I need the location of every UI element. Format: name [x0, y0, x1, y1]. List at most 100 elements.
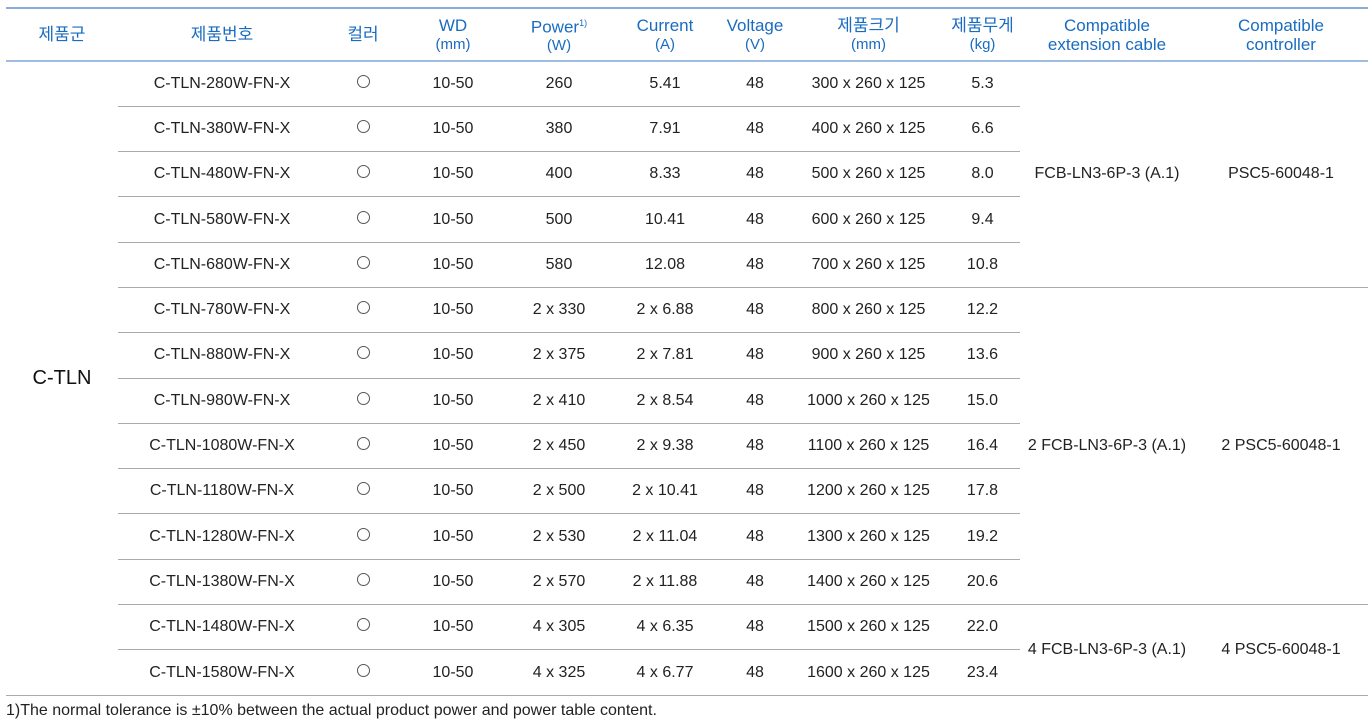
cell-size: 500 x 260 x 125 — [792, 151, 945, 198]
cell-weight: 13.6 — [945, 332, 1020, 379]
cell-size: 600 x 260 x 125 — [792, 196, 945, 243]
cell-weight: 6.6 — [945, 106, 1020, 153]
cell-power: 400 — [506, 151, 612, 198]
cell-color — [326, 649, 400, 696]
white-circle-icon — [356, 119, 370, 133]
cell-product-no: C-TLN-1580W-FN-X — [118, 649, 326, 696]
white-circle-icon — [356, 74, 370, 88]
cell-voltage: 48 — [718, 196, 792, 243]
cell-product-no: C-TLN-580W-FN-X — [118, 196, 326, 243]
header-power: Power1) (W) — [530, 17, 588, 55]
cell-current: 2 x 11.88 — [612, 559, 718, 606]
table-header: 제품군 제품번호 컬러 WD (mm) Power1) (W) Current (A)… — [6, 8, 1368, 61]
cell-power: 2 x 410 — [506, 378, 612, 424]
cell-product-no: C-TLN-980W-FN-X — [118, 378, 326, 424]
white-circle-icon — [356, 165, 370, 179]
table-row: C-TLN-1380W-FN-X 10-50 2 x 570 2 x 11.88 48 1… — [6, 559, 1368, 606]
white-circle-icon — [356, 663, 370, 677]
table-row: C-TLN-580W-FN-X 10-50 500 10.41 48 600 x 260 … — [6, 196, 1368, 243]
cell-current: 4 x 6.77 — [612, 649, 718, 696]
cell-size: 1300 x 260 x 125 — [792, 513, 945, 560]
product-spec-table: 제품군 제품번호 컬러 WD (mm) Power1) (W) Current (A)… — [6, 7, 1368, 696]
cell-wd: 10-50 — [400, 106, 506, 153]
footnote: 1)The normal tolerance is ±10% between t… — [6, 702, 657, 719]
cell-wd: 10-50 — [400, 242, 506, 288]
cell-power: 260 — [506, 61, 612, 107]
cell-weight: 15.0 — [945, 378, 1020, 424]
header-cable: Compatible extension cable — [1047, 15, 1167, 54]
cell-color — [326, 151, 400, 198]
cell-power: 580 — [506, 242, 612, 288]
cell-wd: 10-50 — [400, 423, 506, 470]
cell-product-no: C-TLN-1380W-FN-X — [118, 559, 326, 606]
cell-size: 1500 x 260 x 125 — [792, 604, 945, 651]
table-row: C-TLN-1180W-FN-X 10-50 2 x 500 2 x 10.41 48 1… — [6, 468, 1368, 515]
cell-color — [326, 378, 400, 424]
cell-color — [326, 287, 400, 334]
cell-current: 2 x 8.54 — [612, 378, 718, 424]
white-circle-icon — [356, 210, 370, 224]
cell-weight: 16.4 — [945, 423, 1020, 470]
cell-voltage: 48 — [718, 151, 792, 198]
cell-size: 800 x 260 x 125 — [792, 287, 945, 334]
cell-current: 2 x 6.88 — [612, 287, 718, 334]
header-voltage: Voltage (V) — [726, 15, 784, 53]
cell-color — [326, 604, 400, 651]
table-row: C-TLN-780W-FN-X 10-50 2 x 330 2 x 6.88 48 800… — [6, 287, 1368, 606]
cell-weight: 8.0 — [945, 151, 1020, 198]
cell-compatible-controller: 4 PSC5-60048-1 — [1194, 604, 1368, 696]
cell-voltage: 48 — [718, 423, 792, 470]
cell-weight: 12.2 — [945, 287, 1020, 334]
cell-compatible-controller: PSC5-60048-1 — [1194, 61, 1368, 288]
cell-wd: 10-50 — [400, 287, 506, 334]
cell-current: 2 x 9.38 — [612, 423, 718, 470]
table-row: C-TLN-1480W-FN-X 10-50 4 x 305 4 x 6.35 48 15… — [6, 604, 1368, 696]
product-family: C-TLN — [6, 61, 118, 696]
cell-voltage: 48 — [718, 604, 792, 651]
header-family: 제품군 — [38, 25, 86, 44]
cell-power: 2 x 450 — [506, 423, 612, 470]
cell-product-no: C-TLN-1080W-FN-X — [118, 423, 326, 470]
cell-voltage: 48 — [718, 61, 792, 107]
cell-current: 10.41 — [612, 196, 718, 243]
table-row: C-TLN-1280W-FN-X 10-50 2 x 530 2 x 11.04 48 1… — [6, 513, 1368, 560]
cell-size: 1000 x 260 x 125 — [792, 378, 945, 424]
white-circle-icon — [356, 482, 370, 496]
table-row: C-TLN C-TLN-280W-FN-X 10-50 260 5.41 48 300 x … — [6, 61, 1368, 696]
cell-power: 2 x 570 — [506, 559, 612, 606]
cell-color — [326, 513, 400, 560]
cell-size: 700 x 260 x 125 — [792, 242, 945, 288]
cell-wd: 10-50 — [400, 649, 506, 696]
cell-size: 900 x 260 x 125 — [792, 332, 945, 379]
cell-size: 400 x 260 x 125 — [792, 106, 945, 153]
cell-voltage: 48 — [718, 106, 792, 153]
header-controller: Compatible controller — [1238, 15, 1324, 54]
cell-current: 4 x 6.35 — [612, 604, 718, 651]
table-row: C-TLN-480W-FN-X 10-50 400 8.33 48 500 x 260 x… — [6, 151, 1368, 198]
cell-compatible-controller: 2 PSC5-60048-1 — [1194, 287, 1368, 606]
cell-wd: 10-50 — [400, 196, 506, 243]
cell-voltage: 48 — [718, 287, 792, 334]
white-circle-icon — [356, 391, 370, 405]
cell-product-no: C-TLN-680W-FN-X — [118, 242, 326, 288]
cell-weight: 19.2 — [945, 513, 1020, 560]
cell-current: 12.08 — [612, 242, 718, 288]
cell-size: 1400 x 260 x 125 — [792, 559, 945, 606]
cell-voltage: 48 — [718, 649, 792, 696]
cell-size: 1100 x 260 x 125 — [792, 423, 945, 470]
cell-weight: 9.4 — [945, 196, 1020, 243]
cell-compatible-cable: FCB-LN3-6P-3 (A.1) — [1020, 61, 1194, 288]
cell-color — [326, 332, 400, 379]
cell-power: 380 — [506, 106, 612, 153]
cell-power: 2 x 500 — [506, 468, 612, 515]
cell-wd: 10-50 — [400, 378, 506, 424]
header-weight: 제품무게 (kg) — [951, 15, 1014, 53]
white-circle-icon — [356, 301, 370, 315]
cell-product-no: C-TLN-280W-FN-X — [118, 61, 326, 107]
cell-current: 2 x 7.81 — [612, 332, 718, 379]
white-circle-icon — [356, 527, 370, 541]
cell-weight: 22.0 — [945, 604, 1020, 651]
cell-compatible-cable: 2 FCB-LN3-6P-3 (A.1) — [1020, 287, 1194, 606]
header-size: 제품크기 (mm) — [837, 15, 900, 53]
table-row: C-TLN-1580W-FN-X 10-50 4 x 325 4 x 6.77 48 16… — [6, 649, 1368, 696]
